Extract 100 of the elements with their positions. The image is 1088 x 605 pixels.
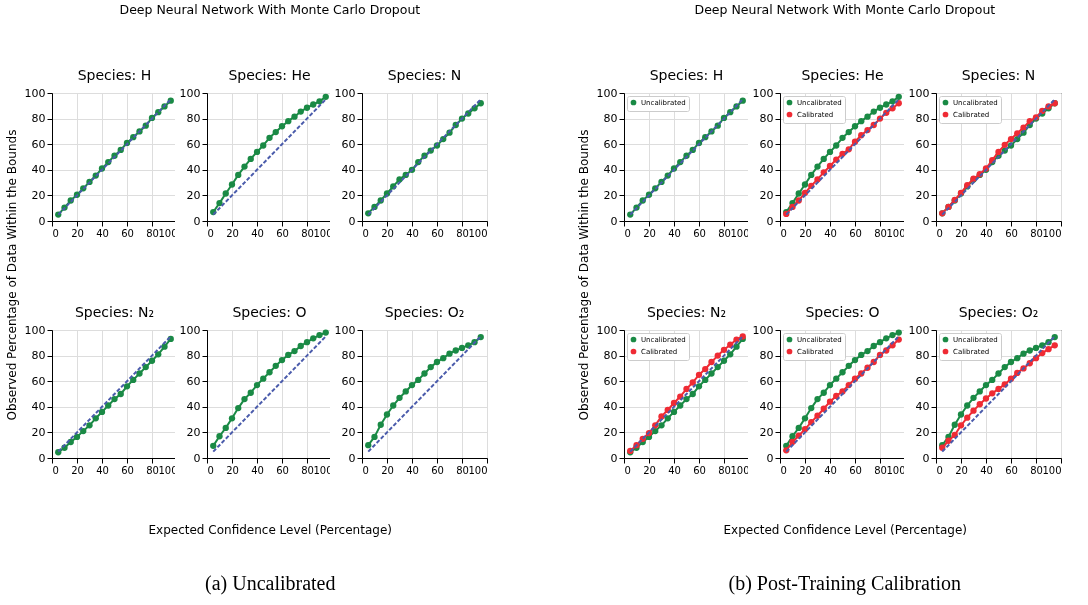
y-tick-label: 80 (603, 112, 618, 126)
point (222, 190, 229, 197)
x-tick-label: 60 (1005, 227, 1018, 239)
y-tick-label: 80 (186, 349, 201, 363)
point (826, 148, 834, 156)
x-tick-label: 60 (276, 464, 289, 476)
y-tick-label: 60 (31, 137, 46, 151)
point (708, 358, 715, 366)
point (670, 399, 678, 407)
point (864, 113, 871, 120)
x-tick-label: 40 (96, 464, 109, 476)
y-tick-label: 100 (596, 323, 618, 337)
point (136, 370, 143, 377)
point (951, 431, 958, 439)
point (714, 352, 721, 359)
point (982, 381, 990, 389)
point (845, 362, 852, 369)
text: (b) Post-Training Calibration (728, 572, 962, 595)
point (278, 356, 286, 364)
y-tick-label: 20 (603, 425, 618, 439)
point (808, 404, 815, 412)
x-tick-label: 40 (824, 464, 837, 476)
point (683, 395, 690, 403)
point (371, 433, 378, 441)
y-tick-label: 40 (341, 163, 356, 177)
x-tick-label: 100 (1042, 227, 1062, 239)
point (876, 104, 884, 111)
x-tick-label: 20 (799, 227, 812, 239)
y-tick-label: 100 (334, 86, 356, 100)
point (858, 351, 865, 359)
point (80, 427, 87, 435)
x-tick-label: 20 (226, 227, 239, 239)
point (266, 134, 273, 141)
y-tick-label: 60 (186, 137, 201, 151)
point (714, 363, 721, 371)
point (216, 433, 223, 440)
y-tick-label: 20 (186, 188, 201, 202)
point (130, 376, 137, 384)
y-tick-label: 40 (603, 163, 618, 177)
point (433, 358, 441, 366)
x-tick-label: 80 (146, 464, 159, 476)
point (708, 370, 715, 377)
point (310, 335, 317, 342)
y-tick-label: 0 (193, 214, 201, 228)
point (982, 395, 990, 402)
x-tick-label: 20 (643, 464, 656, 476)
y-tick-label: 100 (334, 323, 356, 337)
y-tick-label: 40 (759, 400, 774, 414)
point (989, 376, 996, 384)
point (652, 427, 659, 435)
x-tick-label: 40 (251, 227, 264, 239)
y-tick-label: 40 (915, 400, 930, 414)
y-tick-label: 0 (193, 451, 201, 465)
point (833, 142, 840, 149)
y-tick-label: 20 (31, 425, 46, 439)
point (826, 381, 834, 389)
x-tick-label: 60 (121, 227, 134, 239)
point (670, 408, 678, 416)
text: Expected Confidence Level (Percentage) (723, 523, 967, 537)
x-tick-label: 40 (96, 227, 109, 239)
point (826, 398, 834, 405)
point (658, 422, 665, 429)
x-tick-label: 20 (799, 464, 812, 476)
y-tick-label: 80 (186, 112, 201, 126)
point (727, 351, 734, 358)
x-tick-label: 20 (71, 464, 84, 476)
point (895, 329, 902, 336)
y-tick-label: 60 (603, 137, 618, 151)
point (976, 388, 983, 395)
y-tick-label: 60 (915, 374, 930, 388)
point (795, 190, 802, 197)
point (297, 342, 304, 350)
y-tick-label: 80 (341, 349, 356, 363)
x-tick-label: 100 (468, 227, 488, 239)
point (303, 339, 311, 346)
point (695, 383, 703, 390)
point (820, 389, 827, 396)
y-tick-label: 100 (908, 86, 930, 100)
point (241, 395, 248, 403)
point (427, 363, 434, 371)
point (235, 171, 242, 179)
y-tick-label: 20 (341, 425, 356, 439)
x-tick-label: 80 (456, 227, 469, 239)
chart-title: Species: O (805, 304, 880, 320)
point (826, 162, 834, 170)
x-tick-label: 0 (936, 464, 943, 476)
point (677, 402, 684, 409)
y-tick-label: 0 (610, 214, 618, 228)
point (452, 347, 459, 354)
point (870, 108, 877, 115)
point (989, 390, 996, 397)
x-tick-label: 60 (431, 227, 444, 239)
text: Deep Neural Network With Monte Carlo Dropout (119, 2, 421, 17)
x-tick-label: 40 (251, 464, 264, 476)
x-tick-label: 60 (121, 464, 134, 476)
point (951, 421, 958, 428)
x-tick-label: 60 (276, 227, 289, 239)
text: (a) Uncalibrated (205, 572, 336, 595)
point (1045, 346, 1052, 353)
x-tick-label: 0 (624, 464, 631, 476)
